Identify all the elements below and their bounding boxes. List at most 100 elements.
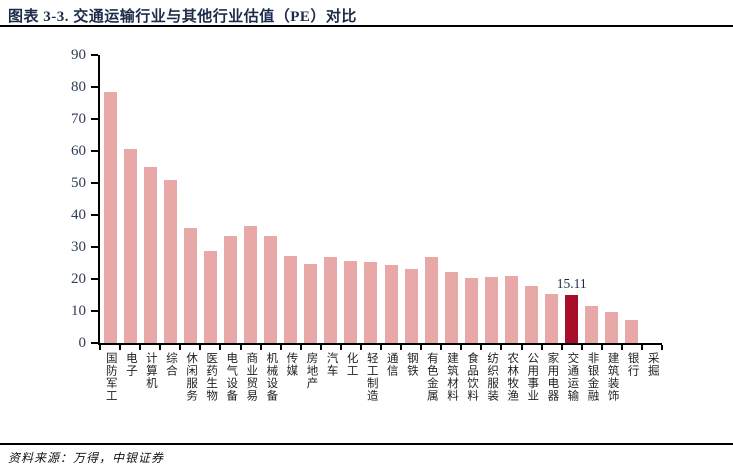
- y-axis-tick: [91, 150, 98, 152]
- x-axis-tick: [380, 345, 382, 350]
- y-axis-tick: [91, 214, 98, 216]
- bar-传媒: [284, 256, 298, 343]
- category-label: 计算机: [144, 352, 157, 390]
- bar-建筑装饰: [605, 311, 619, 343]
- x-axis-tick: [299, 345, 302, 350]
- bar-建筑材料: [444, 271, 458, 343]
- category-label: 银行: [626, 352, 639, 377]
- y-axis-tick: [91, 310, 98, 312]
- x-axis-tick: [460, 345, 463, 350]
- bar-农林牧渔: [504, 275, 518, 343]
- bar-汽车: [324, 256, 338, 343]
- bar-综合: [163, 180, 177, 343]
- footer-divider: [0, 443, 733, 445]
- bar-电气设备: [223, 236, 237, 343]
- bar-交通运输: [565, 294, 579, 343]
- bar-食品饮料: [464, 278, 478, 343]
- category-label: 食品饮料: [466, 352, 479, 402]
- bar-家用电器: [545, 294, 559, 343]
- bar-银行: [625, 319, 639, 343]
- y-tick-label: 30: [71, 239, 86, 255]
- category-label: 纺织服装: [486, 352, 499, 402]
- category-label: 建筑装饰: [606, 352, 619, 402]
- y-tick-label: 90: [71, 47, 86, 63]
- category-label: 综合: [165, 352, 177, 377]
- y-axis-tick: [91, 86, 98, 88]
- y-axis-tick: [91, 278, 98, 280]
- category-label: 医药生物: [205, 352, 218, 402]
- category-label: 电气设备: [225, 352, 238, 402]
- bar-通信: [384, 265, 398, 343]
- category-label: 交通运输: [566, 352, 579, 402]
- y-axis-tick: [91, 54, 98, 56]
- category-label: 有色金属: [425, 352, 438, 402]
- bar-计算机: [143, 167, 157, 343]
- source-note: 资料来源：万得，中银证券: [8, 451, 165, 465]
- y-axis-tick: [91, 182, 98, 184]
- y-tick-label: 50: [71, 175, 86, 191]
- bar-机械设备: [264, 235, 278, 343]
- bar-休闲服务: [183, 228, 197, 343]
- x-axis-tick: [640, 345, 643, 350]
- bar-公用事业: [525, 286, 539, 343]
- category-label: 农林牧渔: [506, 352, 519, 402]
- x-axis-tick: [119, 345, 122, 350]
- category-label: 化工: [345, 352, 358, 377]
- figure-title: 图表 3-3. 交通运输行业与其他行业估值（PE）对比: [8, 9, 357, 25]
- category-label: 商业贸易: [245, 352, 258, 402]
- x-axis-tick: [279, 345, 282, 350]
- x-axis-tick: [159, 345, 162, 350]
- y-tick-label: 60: [71, 143, 86, 159]
- x-axis-tick: [580, 345, 583, 350]
- x-axis-tick: [500, 345, 503, 350]
- bar-房地产: [304, 263, 318, 343]
- x-axis-tick: [319, 345, 322, 350]
- category-label: 国防军工: [104, 352, 117, 402]
- x-axis-tick: [239, 345, 242, 350]
- bar-有色金属: [424, 256, 438, 343]
- title-divider: [0, 25, 733, 27]
- x-axis-tick: [620, 345, 623, 350]
- bar-化工: [344, 261, 358, 343]
- category-label: 电子: [124, 352, 137, 377]
- bar-钢铁: [404, 269, 418, 343]
- category-label: 房地产: [305, 352, 318, 390]
- x-axis-tick: [600, 345, 603, 350]
- x-axis-tick: [480, 345, 483, 350]
- y-tick-label: 40: [71, 207, 86, 223]
- x-axis-tick: [199, 345, 202, 350]
- x-axis-tick: [440, 345, 443, 350]
- x-axis-tick: [179, 345, 182, 350]
- category-label: 汽车: [325, 352, 338, 377]
- x-axis-tick: [139, 345, 142, 350]
- category-label: 采掘: [646, 352, 659, 377]
- bar-商业贸易: [244, 225, 258, 343]
- y-tick-label: 70: [71, 111, 86, 127]
- y-tick-label: 80: [71, 79, 86, 95]
- category-label: 机械设备: [265, 352, 278, 402]
- highlight-value-label: 15.11: [556, 275, 587, 291]
- category-label: 通信: [385, 352, 398, 377]
- category-label: 非银金融: [586, 352, 599, 402]
- x-axis-tick: [219, 345, 222, 350]
- bar-医药生物: [203, 251, 217, 343]
- category-label: 钢铁: [405, 352, 418, 377]
- bar-非银金融: [585, 306, 599, 343]
- category-label: 传媒: [285, 352, 298, 377]
- category-label: 家用电器: [546, 352, 559, 402]
- bar-轻工制造: [364, 261, 378, 343]
- y-axis-tick: [91, 118, 98, 120]
- x-axis-tick: [400, 345, 403, 350]
- x-axis-tick: [259, 345, 262, 350]
- bar-电子: [123, 149, 137, 343]
- x-axis-tick: [520, 345, 523, 350]
- x-axis-tick: [339, 345, 342, 350]
- y-tick-label: 0: [78, 335, 87, 351]
- y-axis-tick: [91, 342, 98, 344]
- category-label: 公用事业: [526, 352, 539, 402]
- x-axis-tick: [540, 345, 543, 350]
- x-axis-tick: [99, 345, 101, 350]
- x-axis-tick: [661, 345, 663, 350]
- x-axis-tick: [560, 345, 563, 350]
